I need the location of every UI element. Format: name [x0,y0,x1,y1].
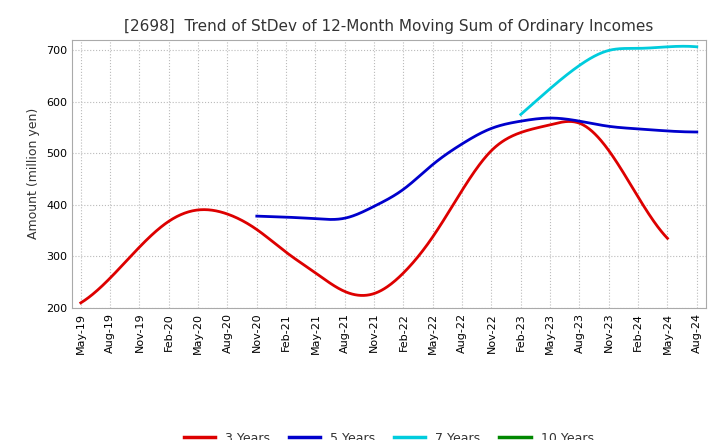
3 Years [518,129,527,135]
5 Years [546,115,555,121]
3 Years [180,210,189,216]
3 Years [565,119,574,124]
5 Years [331,217,340,222]
Line: 7 Years: 7 Years [521,46,697,114]
Line: 3 Years: 3 Years [81,121,667,303]
3 Years [228,213,236,218]
3 Years [342,290,351,295]
5 Years [513,119,521,125]
Title: [2698]  Trend of StDev of 12-Month Moving Sum of Ordinary Incomes: [2698] Trend of StDev of 12-Month Moving… [124,19,654,34]
5 Years [548,115,557,121]
5 Years [253,213,261,219]
5 Years [452,145,461,150]
7 Years [620,46,629,51]
5 Years [693,129,701,135]
Line: 5 Years: 5 Years [257,118,697,220]
3 Years [422,243,431,248]
7 Years [548,84,557,90]
7 Years [649,45,657,50]
7 Years [596,51,605,56]
Y-axis label: Amount (million yen): Amount (million yen) [27,108,40,239]
Legend: 3 Years, 5 Years, 7 Years, 10 Years: 3 Years, 5 Years, 7 Years, 10 Years [179,427,598,440]
7 Years [634,46,643,51]
7 Years [679,44,688,49]
3 Years [663,236,672,241]
7 Years [693,44,701,49]
5 Years [585,121,594,126]
3 Years [76,300,85,305]
7 Years [562,73,570,78]
5 Years [327,217,336,222]
3 Years [468,172,477,177]
7 Years [516,112,525,117]
5 Years [366,205,375,211]
